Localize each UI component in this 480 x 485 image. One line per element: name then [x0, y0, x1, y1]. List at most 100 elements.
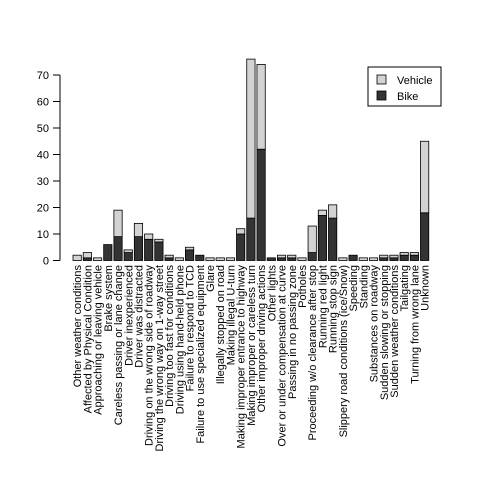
- x-tick-label: Driver was distracted: [133, 265, 145, 368]
- bar-group: [287, 254, 297, 261]
- bar-bike: [348, 254, 358, 261]
- bar-bike: [307, 252, 317, 261]
- bar-group: [256, 64, 266, 261]
- bar-bike: [123, 252, 133, 261]
- bar-group: [82, 252, 92, 261]
- bar-group: [368, 257, 379, 261]
- legend: Vehicle Bike: [367, 66, 442, 107]
- bar-vehicle: [246, 58, 256, 219]
- legend-label: Bike: [397, 91, 418, 103]
- y-tick-label: 20: [37, 203, 49, 215]
- bar-group: [236, 228, 246, 261]
- bar-bike: [103, 244, 113, 261]
- bar-vehicle: [154, 238, 164, 243]
- x-tick-label: Slippery road conditions (ice/Snow): [338, 265, 350, 437]
- bar-vehicle: [297, 257, 307, 261]
- x-tick-label: Potholes: [297, 265, 309, 308]
- x-tick-label: Making improper or careless turn: [246, 265, 258, 426]
- x-tick-label: Running red light: [317, 265, 329, 348]
- bar-vehicle: [185, 246, 195, 251]
- bar-bike: [246, 217, 256, 261]
- y-tick-label: 70: [37, 70, 49, 82]
- x-tick-label: Glare: [205, 265, 217, 292]
- bar-vehicle: [420, 140, 430, 214]
- bar-vehicle: [215, 257, 225, 261]
- y-tick-label: 50: [37, 123, 49, 135]
- x-tick-label: Driving on the wrong side of roadway: [144, 265, 156, 446]
- bar-vehicle: [164, 254, 174, 259]
- x-tick-label: Over or under compensation at curve: [277, 265, 289, 447]
- x-tick-label: Driving using hand-held phone: [174, 265, 186, 414]
- bar-group: [246, 58, 256, 261]
- bar-vehicle: [123, 249, 133, 253]
- bar-group: [144, 233, 154, 261]
- x-tick-label: Substances on roadway: [369, 265, 381, 383]
- x-tick-label: Passing in no passing zone: [287, 265, 299, 399]
- bar-vehicle: [317, 209, 327, 216]
- bar-vehicle: [225, 257, 236, 261]
- bar-vehicle: [368, 257, 379, 261]
- bar-vehicle: [328, 204, 338, 219]
- bar-bike: [195, 254, 205, 261]
- bar-group: [205, 257, 215, 261]
- bar-vehicle: [113, 209, 123, 238]
- y-tick-label: 10: [37, 229, 49, 241]
- bar-vehicle: [133, 222, 144, 238]
- bar-vehicle: [236, 228, 246, 235]
- y-tick-label: 30: [37, 176, 49, 188]
- x-tick-label: Affected by Physical Condition: [82, 265, 94, 413]
- x-tick-label: Failure to respond to TCD: [185, 265, 197, 391]
- bar-group: [389, 254, 399, 261]
- bar-bike: [317, 215, 327, 261]
- bar-vehicle: [205, 257, 215, 261]
- bar-bike: [144, 238, 154, 261]
- x-tick-label: Unknown: [420, 265, 432, 311]
- x-tick-label: Approaching or leaving vehicle: [93, 265, 105, 415]
- y-tick-label: 60: [37, 97, 49, 109]
- bar-vehicle: [82, 252, 92, 259]
- bar-vehicle: [358, 257, 368, 261]
- bar-vehicle: [276, 254, 287, 259]
- bar-bike: [399, 254, 409, 261]
- x-tick-label: Careless passing or lane change: [113, 265, 125, 425]
- x-tick-label: Proceeding w/o clearance after stop: [307, 265, 319, 441]
- bar-group: [154, 238, 164, 261]
- bar-group: [409, 252, 419, 261]
- x-tick-label: Other weather conditions: [72, 265, 84, 388]
- bar-group: [338, 257, 348, 261]
- x-tick-label: Running stop sign: [328, 265, 340, 353]
- bar-bike: [266, 257, 276, 261]
- bar-vehicle: [389, 254, 399, 259]
- x-tick-label: Failure to use specialized equipment: [195, 265, 207, 444]
- bar-bike: [256, 148, 266, 261]
- x-tick-label: Other lights: [266, 265, 278, 322]
- bar-vehicle: [256, 64, 266, 150]
- x-tick-label: Standing: [358, 265, 370, 308]
- x-tick-label: Illegally stopped on road: [215, 265, 227, 384]
- bar-group: [225, 257, 236, 261]
- y-tick-label: 0: [43, 256, 49, 268]
- y-tick-label: 40: [37, 150, 49, 162]
- x-tick-label: Brake system: [103, 265, 115, 332]
- bar-vehicle: [338, 257, 348, 261]
- bar-bike: [133, 236, 144, 261]
- x-tick-label: Making illegal U-turn: [225, 265, 237, 365]
- bar-group: [307, 225, 317, 261]
- bar-group: [328, 204, 338, 261]
- bar-group: [215, 257, 225, 261]
- x-tick-label: Driving too fast for conditions: [164, 265, 176, 407]
- x-tick-label: Turning from wrong lane: [409, 265, 421, 384]
- bar-group: [133, 222, 144, 261]
- x-tick-label: Making improper entrance to highway: [236, 265, 248, 449]
- legend-label: Vehicle: [397, 75, 432, 87]
- bars-layer: [72, 58, 430, 261]
- bar-group: [420, 140, 430, 261]
- bar-group: [174, 257, 184, 261]
- bar-bike: [185, 249, 195, 261]
- bar-vehicle: [379, 254, 389, 259]
- y-axis: 0 10 20 30 40 50 60 70: [37, 70, 61, 268]
- legend-swatch: [376, 74, 387, 85]
- bar-group: [276, 254, 287, 261]
